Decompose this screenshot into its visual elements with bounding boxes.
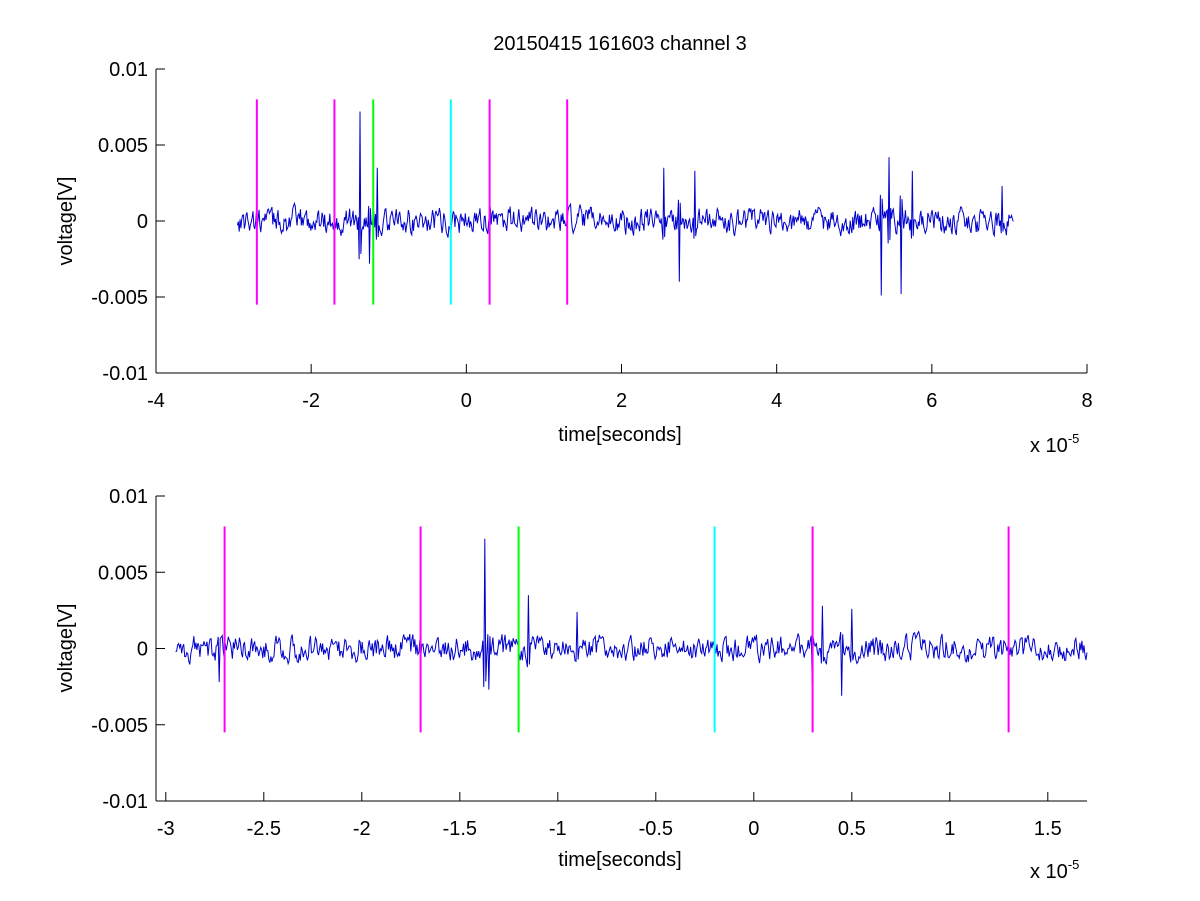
x-tick-label: 6 bbox=[926, 390, 937, 412]
x-tick-label: 8 bbox=[1081, 390, 1092, 412]
chart-top: 20150415 161603 channel 3 -4 -2 0 2 4 6 8 0.01… bbox=[55, 33, 1093, 457]
x-axis-label: time[seconds] bbox=[558, 849, 681, 871]
x-tick-label: 4 bbox=[771, 390, 782, 412]
x-tick-label: -3 bbox=[157, 818, 175, 840]
x-tick-label: 1.5 bbox=[1034, 818, 1062, 840]
x-ticks: -4 -2 0 2 4 6 8 bbox=[147, 364, 1093, 412]
marker-layer bbox=[223, 526, 1010, 733]
x-tick-label: 0 bbox=[748, 818, 759, 840]
y-tick-label: 0.01 bbox=[109, 486, 148, 508]
series-layer bbox=[236, 111, 1014, 296]
x-tick-label: -1.5 bbox=[443, 818, 477, 840]
x-exponent: x 10-5 bbox=[1030, 857, 1079, 883]
y-ticks: 0.01 0.005 0 -0.005 -0.01 bbox=[91, 486, 165, 813]
series-layer bbox=[175, 538, 1088, 696]
y-tick-label: 0.005 bbox=[98, 135, 148, 157]
chart-title: 20150415 161603 channel 3 bbox=[493, 33, 747, 55]
y-axis-label: voltage[V] bbox=[55, 604, 77, 693]
plot-area bbox=[156, 69, 1087, 373]
y-axis-label: voltage[V] bbox=[55, 177, 77, 266]
x-exponent-power: -5 bbox=[1068, 857, 1080, 872]
x-tick-label: -2 bbox=[353, 818, 371, 840]
x-tick-label: -1 bbox=[549, 818, 567, 840]
x-tick-label: -2 bbox=[302, 390, 320, 412]
x-tick-label: 2 bbox=[616, 390, 627, 412]
y-ticks: 0.01 0.005 0 -0.005 -0.01 bbox=[91, 59, 165, 385]
signal-series-line bbox=[236, 111, 1014, 296]
y-tick-label: -0.01 bbox=[102, 363, 148, 385]
x-tick-label: 1 bbox=[944, 818, 955, 840]
y-tick-label: 0 bbox=[137, 639, 148, 661]
x-tick-label: 0 bbox=[461, 390, 472, 412]
marker-layer bbox=[255, 99, 569, 305]
chart-bottom: -3 -2.5 -2 -1.5 -1 -0.5 0 0.5 1 1.5 0.01 0.005 0 -0.… bbox=[55, 486, 1088, 883]
x-tick-label: -0.5 bbox=[639, 818, 673, 840]
x-exponent-base: x 10 bbox=[1030, 435, 1068, 457]
x-exponent: x 10-5 bbox=[1030, 431, 1079, 457]
x-axis-label: time[seconds] bbox=[558, 424, 681, 446]
signal-series-line bbox=[175, 538, 1088, 696]
y-tick-label: -0.01 bbox=[102, 791, 148, 813]
x-tick-label: -2.5 bbox=[247, 818, 281, 840]
x-tick-label: -4 bbox=[147, 390, 165, 412]
x-exponent-power: -5 bbox=[1068, 431, 1080, 446]
y-tick-label: -0.005 bbox=[91, 715, 148, 737]
y-tick-label: 0.005 bbox=[98, 562, 148, 584]
y-tick-label: -0.005 bbox=[91, 287, 148, 309]
x-ticks: -3 -2.5 -2 -1.5 -1 -0.5 0 0.5 1 1.5 bbox=[157, 792, 1062, 840]
y-tick-label: 0.01 bbox=[109, 59, 148, 81]
x-tick-label: 0.5 bbox=[838, 818, 866, 840]
y-tick-label: 0 bbox=[137, 211, 148, 233]
x-exponent-base: x 10 bbox=[1030, 861, 1068, 883]
